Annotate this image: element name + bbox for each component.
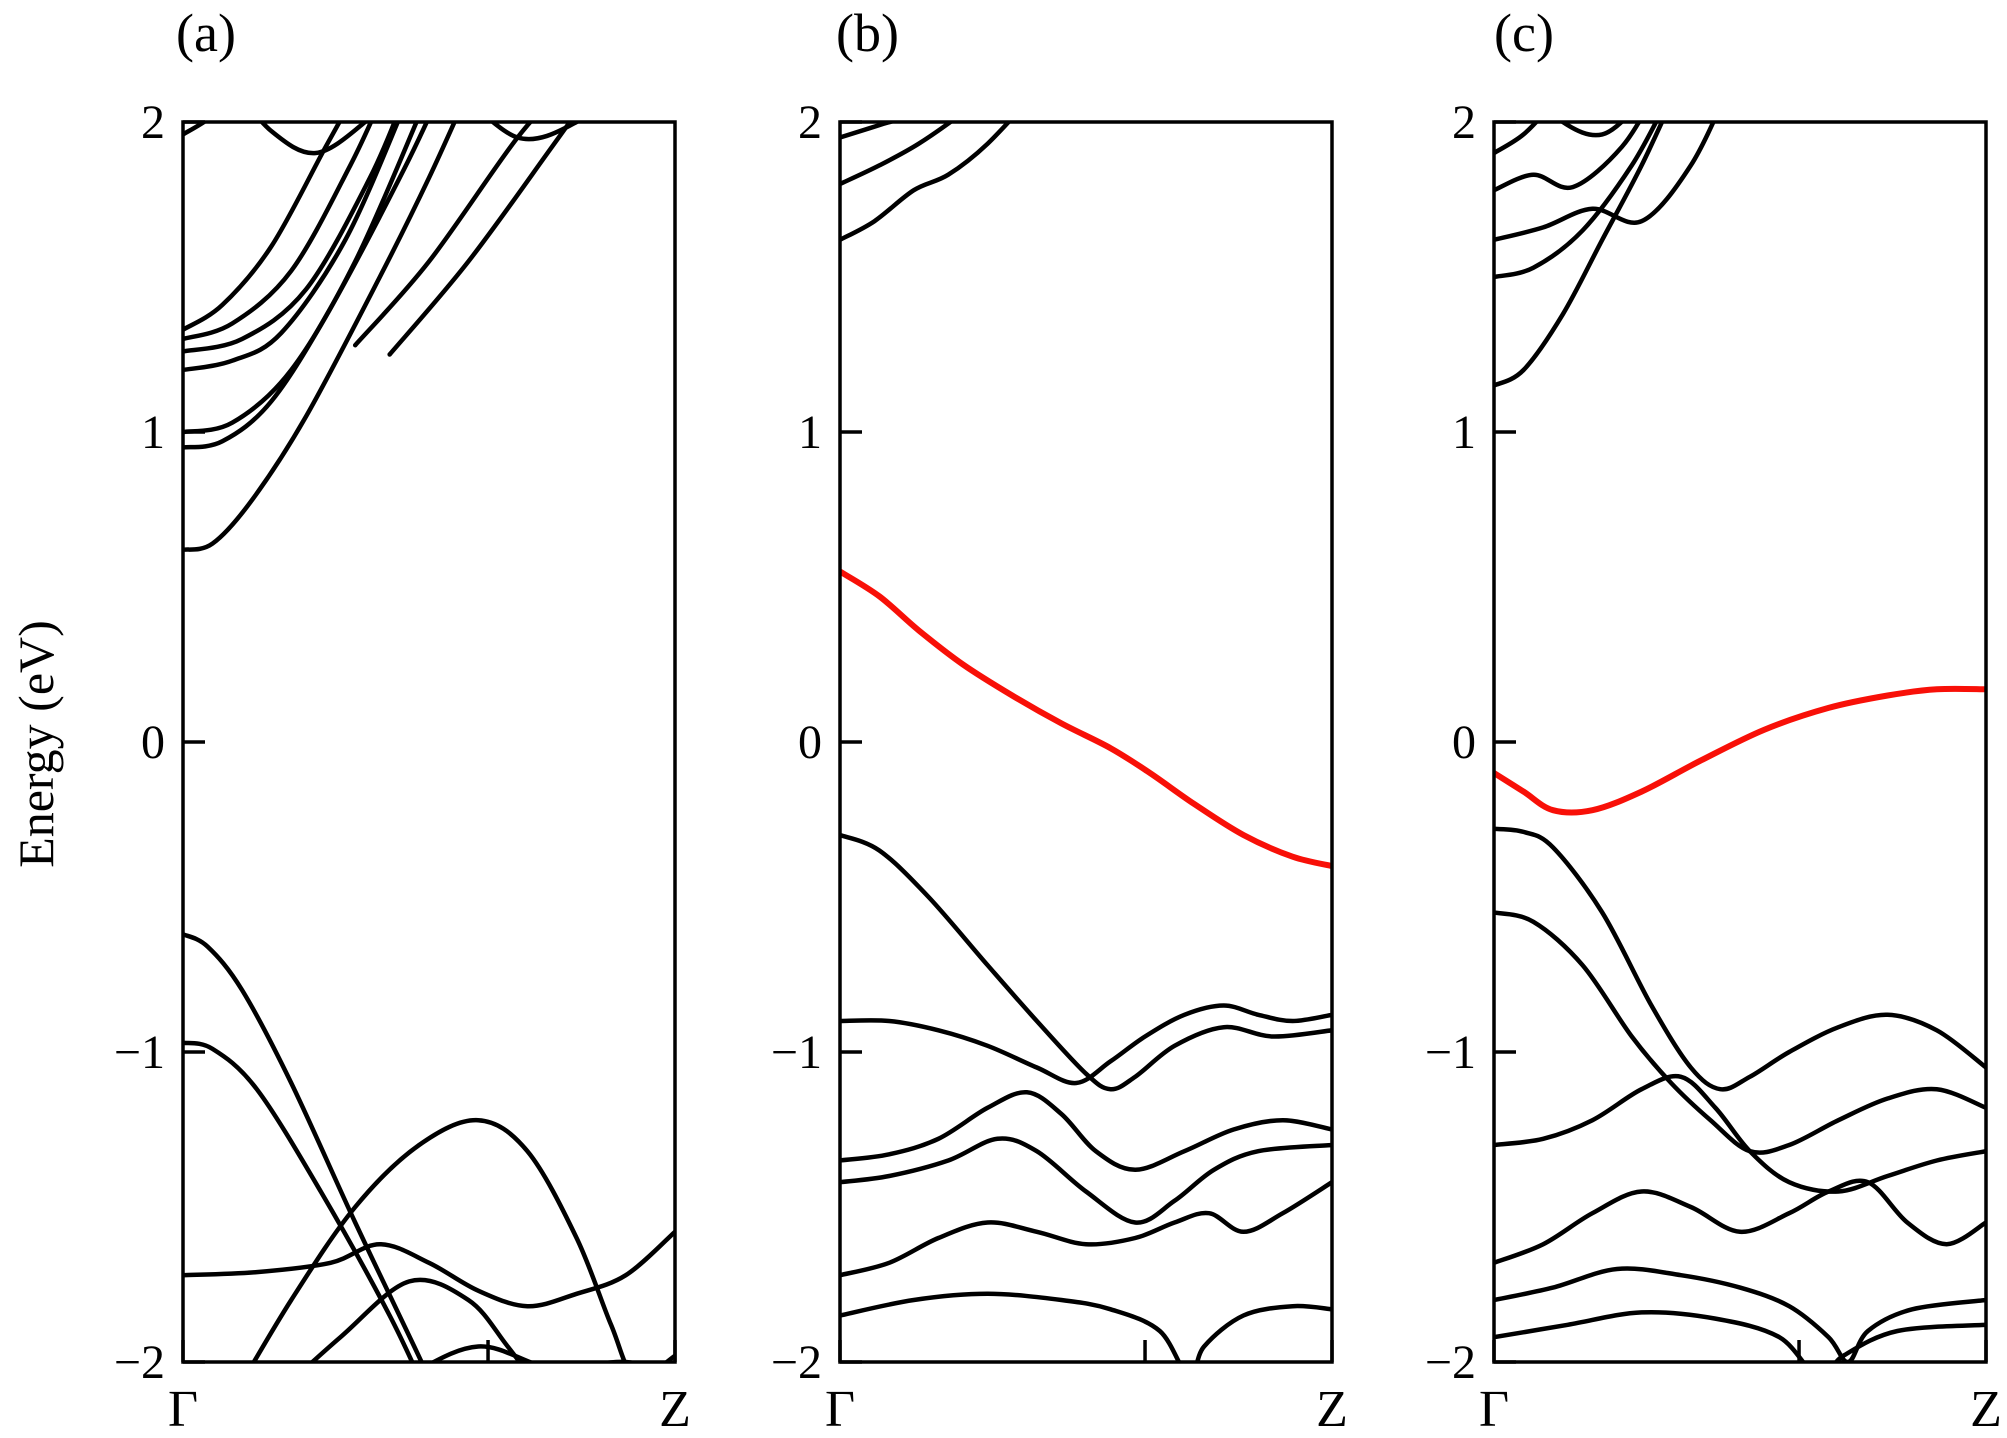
y-tick-label: −2 (771, 1336, 822, 1389)
y-tick-label: 1 (798, 406, 822, 459)
x-tick-label: Γ (825, 1381, 855, 1438)
band-curve (251, 1117, 675, 1362)
band-curve (183, 122, 419, 435)
band-curve (183, 1229, 675, 1309)
band-curve (387, 122, 573, 357)
y-tick-label: 2 (1452, 97, 1476, 149)
y-tick-label: −1 (114, 1026, 165, 1079)
x-tick-label: Z (1316, 1381, 1348, 1438)
band-panel-c: −2 −1 0 1 2 Γ Z (1394, 96, 2007, 1438)
band-curve (183, 122, 374, 342)
band-curve (428, 1344, 640, 1362)
impurity-band-curve (1494, 685, 1986, 816)
panel-label-c: (c) (1494, 3, 1554, 63)
band-curve (478, 1367, 675, 1430)
x-tick-label: Γ (1479, 1381, 1509, 1438)
y-tick-label: 1 (1452, 406, 1476, 459)
band-curve (840, 832, 1332, 1092)
y-tick-label: 2 (141, 97, 165, 149)
band-curve (840, 1090, 1332, 1173)
band-curve (183, 122, 397, 354)
x-tick-label: Z (1970, 1381, 2002, 1438)
band-curves-group (1494, 122, 1986, 1362)
y-tick-label: −2 (1425, 1336, 1476, 1389)
band-panel-a: −2 −1 0 1 2 Γ Z (83, 96, 743, 1438)
band-curves-group (183, 122, 675, 1430)
y-tick-label: −1 (771, 1026, 822, 1079)
band-curve (1559, 122, 1625, 138)
band-curve (1494, 122, 1642, 193)
panel-label-b: (b) (836, 3, 899, 63)
band-curve (1494, 1178, 1986, 1266)
axis-frame (838, 120, 1334, 1364)
band-curve (309, 1277, 523, 1362)
band-curve (1494, 1073, 1986, 1194)
y-axis-title: Energy (eV) (8, 620, 64, 868)
band-curve (1494, 122, 1665, 388)
band-curve (840, 1136, 1332, 1225)
impurity-band-curve (840, 568, 1332, 869)
band-curve (1494, 910, 1986, 1155)
band-curve (840, 122, 1012, 243)
band-curve (183, 122, 209, 137)
band-panel-svg-2: −2 −1 0 1 2 Γ Z (1425, 96, 2002, 1438)
band-panel-svg-1: −2 −1 0 1 2 Γ Z (771, 96, 1348, 1438)
y-tick-label: 0 (1452, 716, 1476, 769)
band-curve (840, 122, 847, 125)
band-curve (1494, 122, 1716, 243)
band-curve (183, 122, 342, 332)
band-curve (352, 122, 534, 348)
x-tick-label: Z (659, 1381, 691, 1438)
band-curve (258, 122, 369, 156)
band-curve (1494, 122, 1659, 280)
x-tick-label: Γ (168, 1381, 198, 1438)
y-tick-label: 1 (141, 406, 165, 459)
band-curve (183, 122, 401, 373)
band-curve (183, 931, 425, 1362)
band-curve (840, 1291, 1332, 1362)
panel-label-a: (a) (176, 3, 236, 63)
band-curve (1494, 1309, 1986, 1362)
band-curve (1494, 1266, 1986, 1362)
band-curve (1494, 122, 1540, 156)
band-curve (840, 122, 955, 187)
band-curve (1494, 826, 1986, 1092)
band-curve (183, 122, 457, 553)
band-curve (840, 122, 899, 140)
band-curves-group (840, 122, 1332, 1431)
band-curve (489, 122, 581, 142)
band-curve (840, 1003, 1332, 1086)
band-curve (1175, 1381, 1214, 1431)
band-curve (183, 1040, 415, 1362)
band-panel-b: −2 −1 0 1 2 Γ Z (740, 96, 1400, 1438)
y-tick-label: 0 (798, 716, 822, 769)
band-panel-svg-0: −2 −1 0 1 2 Γ Z (114, 96, 691, 1438)
y-tick-label: −1 (1425, 1026, 1476, 1079)
y-tick-label: 2 (798, 97, 822, 149)
y-tick-label: 0 (141, 716, 165, 769)
band-curve (840, 1179, 1332, 1278)
y-tick-label: −2 (114, 1336, 165, 1389)
